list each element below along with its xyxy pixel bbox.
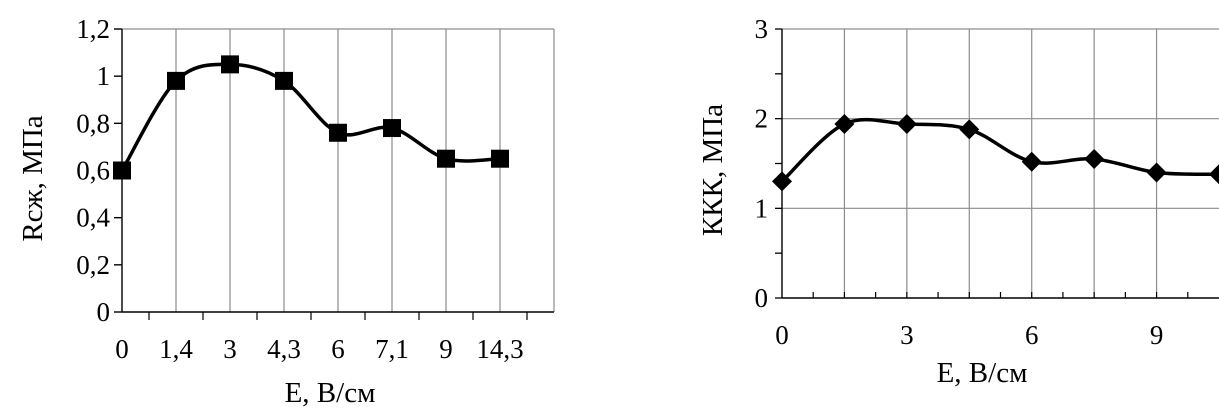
x-tick-label: 6 — [331, 334, 345, 364]
y-axis-title: ККК, МПа — [697, 104, 729, 236]
y-tick-label: 1 — [97, 61, 111, 91]
y-tick-label: 0 — [97, 297, 111, 327]
data-point — [896, 114, 917, 135]
chart-compressive-strength: 0 0,2 0,4 0,6 0,8 1 1,2 0 1,4 3 4,3 6 7,1 9 14,3 Е, В/с… — [17, 14, 555, 409]
x-tick-label: 9 — [1150, 320, 1164, 350]
y-tick-label: 1,2 — [76, 14, 110, 44]
data-point — [772, 171, 792, 192]
x-axis-title: Е, В/см — [285, 377, 376, 409]
y-tick-label: 0,4 — [76, 203, 110, 233]
data-point — [959, 119, 980, 140]
x-tick-label: 7,1 — [375, 334, 409, 364]
y-tick-label: 0,8 — [76, 108, 110, 138]
x-tick-label: 6 — [1025, 320, 1039, 350]
data-point — [1021, 151, 1042, 172]
y-tick-label: 1 — [755, 193, 769, 223]
data-point — [491, 149, 509, 168]
y-tick-label: 0,6 — [76, 156, 110, 186]
y-tick-label: 3 — [755, 14, 769, 44]
data-point — [113, 161, 131, 180]
y-tick-label: 0,2 — [76, 250, 110, 280]
x-axis-title: Е, В/см — [937, 357, 1028, 389]
data-point — [437, 149, 455, 168]
x-tick-label: 14,3 — [476, 334, 523, 364]
data-point — [167, 71, 185, 90]
x-tick-label: 9 — [439, 334, 453, 364]
chart-kkk: 0 1 2 3 0 3 6 9 Е, В/см ККК, МПа — [697, 14, 1219, 389]
x-tick-label: 3 — [900, 320, 914, 350]
x-tick-label: 0 — [115, 334, 129, 364]
data-point — [275, 71, 293, 90]
y-tick-label: 0 — [755, 283, 769, 313]
x-tick-label: 0 — [775, 320, 789, 350]
data-point — [329, 123, 347, 142]
data-point — [221, 55, 239, 74]
x-tick-label: 3 — [223, 334, 237, 364]
data-point — [1209, 164, 1219, 185]
data-point — [383, 119, 401, 138]
data-point — [1084, 149, 1105, 170]
y-tick-label: 2 — [755, 104, 769, 134]
data-point — [1146, 162, 1167, 183]
x-tick-label: 1,4 — [159, 334, 193, 364]
gridlines — [782, 28, 1219, 298]
y-axis-title: Rсж, МПа — [17, 115, 49, 241]
data-point — [834, 114, 855, 135]
x-tick-label: 4,3 — [267, 334, 301, 364]
